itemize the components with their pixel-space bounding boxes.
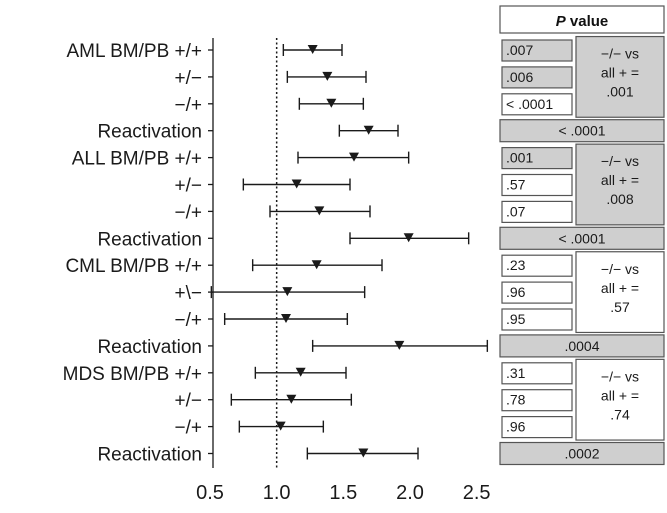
x-tick-label: 2.0: [396, 482, 424, 504]
p-value-header: P value: [556, 13, 609, 30]
forest-row: +/−: [175, 68, 366, 89]
p-value-text: .07: [506, 203, 526, 219]
p-value-text: < .0001: [558, 123, 605, 139]
row-label: −/+: [175, 202, 202, 223]
row-label: +/−: [175, 68, 202, 89]
plot-rows: AML BM/PB +/+ +/− −/+ Reactivation ALL BM/PB…: [63, 41, 488, 466]
comparison-text: −/− vs: [601, 261, 639, 277]
x-tick-label: 1.0: [263, 482, 291, 504]
row-label: +/−: [175, 176, 202, 197]
forest-row: CML BM/PB +/+: [65, 256, 382, 277]
forest-row: −/+: [175, 418, 324, 439]
p-value-text: .31: [506, 365, 526, 381]
p-value-text: < .0001: [506, 96, 553, 112]
forest-row: Reactivation: [97, 122, 398, 143]
p-value-text: < .0001: [558, 230, 605, 246]
comparison-text: all + =: [601, 280, 639, 296]
forest-row: AML BM/PB +/+: [66, 41, 342, 62]
row-label: −/+: [175, 310, 202, 331]
row-label: AML BM/PB +/+: [66, 41, 202, 62]
row-label: ALL BM/PB +/+: [72, 149, 202, 170]
row-label: +\−: [175, 283, 202, 304]
comparison-text: .008: [606, 191, 633, 207]
forest-row: +/−: [175, 391, 352, 412]
row-label: Reactivation: [97, 445, 202, 466]
comparison-text: −/− vs: [601, 368, 639, 384]
comparison-text: −/− vs: [601, 153, 639, 169]
comparison-text: all + =: [601, 172, 639, 188]
row-label: Reactivation: [97, 229, 202, 250]
p-value-table: P value −/− vs all + = .001 .007 .006 < .0001 <…: [500, 6, 664, 465]
row-label: CML BM/PB +/+: [65, 256, 202, 277]
forest-row: MDS BM/PB +/+: [63, 364, 346, 385]
p-value-text: .96: [506, 284, 526, 300]
forest-row: ALL BM/PB +/+: [72, 149, 409, 170]
p-value-text: .57: [506, 177, 526, 193]
p-value-text: .0002: [564, 446, 599, 462]
forest-row: +\−: [175, 283, 365, 304]
forest-row: Reactivation: [97, 337, 487, 358]
row-label: −/+: [175, 95, 202, 116]
forest-row: −/+: [175, 310, 348, 331]
p-value-text: .78: [506, 392, 526, 408]
comparison-text: .57: [610, 299, 630, 315]
comparison-text: all + =: [601, 387, 639, 403]
forest-row: Reactivation: [97, 229, 468, 250]
p-value-text: .007: [506, 42, 533, 58]
forest-row: Reactivation: [97, 445, 418, 466]
x-tick-label: 0.5: [196, 482, 224, 504]
forest-row: +/−: [175, 176, 350, 197]
comparison-text: .74: [610, 406, 630, 422]
x-axis: 0.5 1.0 1.5 2.0 2.5: [196, 38, 490, 504]
comparison-text: −/− vs: [601, 46, 639, 62]
forest-row: −/+: [175, 202, 370, 223]
row-label: Reactivation: [97, 122, 202, 143]
row-label: +/−: [175, 391, 202, 412]
p-value-text: .95: [506, 311, 526, 327]
row-label: MDS BM/PB +/+: [63, 364, 202, 385]
p-value-text: .006: [506, 69, 533, 85]
p-value-text: .96: [506, 419, 526, 435]
comparison-text: .001: [606, 84, 633, 100]
x-tick-label: 1.5: [329, 482, 357, 504]
p-value-text: .23: [506, 257, 526, 273]
comparison-text: all + =: [601, 65, 639, 81]
forest-row: −/+: [175, 95, 364, 116]
row-label: −/+: [175, 418, 202, 439]
x-tick-label: 2.5: [463, 482, 491, 504]
p-value-text: .001: [506, 150, 533, 166]
p-value-text: .0004: [564, 338, 599, 354]
row-label: Reactivation: [97, 337, 202, 358]
